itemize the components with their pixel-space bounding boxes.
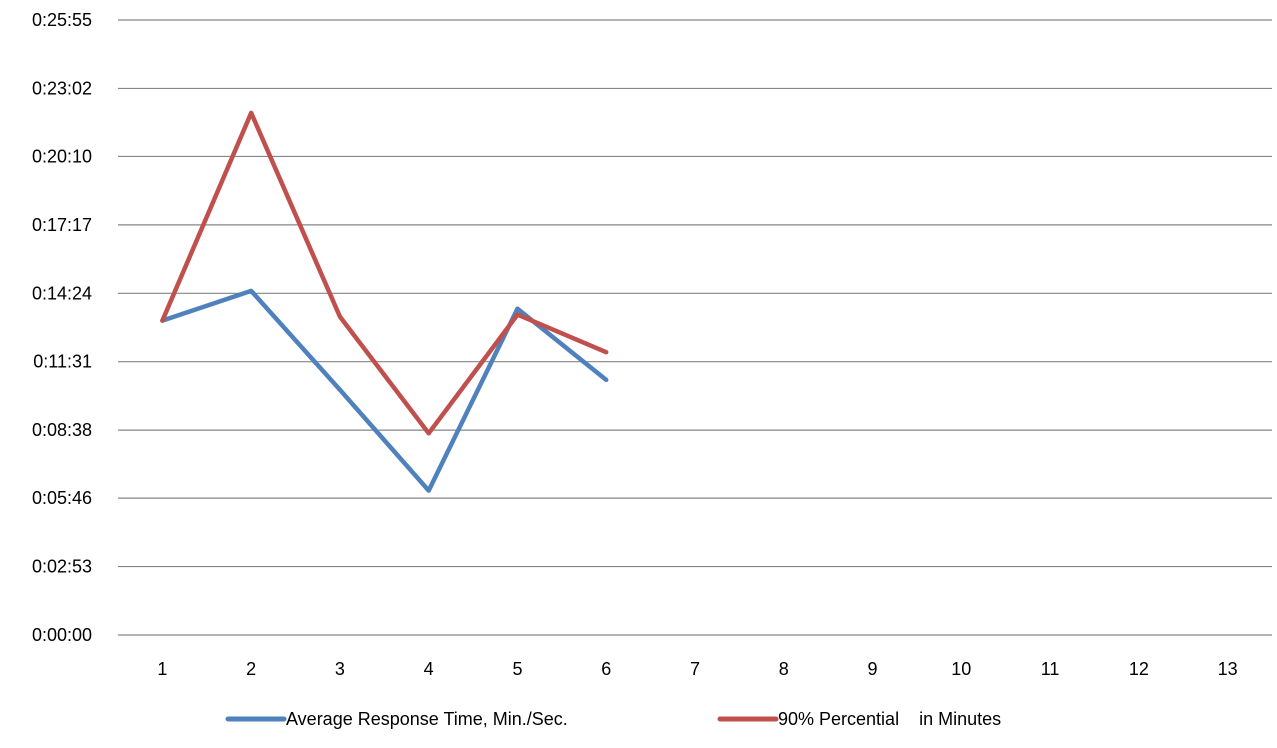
y-tick-label: 0:11:31 bbox=[33, 352, 92, 372]
series-lines bbox=[160, 110, 609, 493]
gridlines bbox=[118, 19, 1272, 636]
x-tick-label: 12 bbox=[1129, 659, 1149, 679]
series-line bbox=[160, 110, 609, 436]
x-tick-label: 10 bbox=[951, 659, 971, 679]
x-tick-label: 4 bbox=[424, 659, 434, 679]
x-tick-label: 8 bbox=[779, 659, 789, 679]
x-tick-label: 2 bbox=[246, 659, 256, 679]
x-tick-label: 3 bbox=[335, 659, 345, 679]
x-tick-label: 5 bbox=[512, 659, 522, 679]
x-tick-label: 11 bbox=[1041, 659, 1060, 679]
y-axis-tick-labels: 0:00:00 0:02:53 0:05:46 0:08:38 0:11:31 0:14:… bbox=[32, 10, 92, 645]
y-tick-label: 0:02:53 bbox=[32, 557, 92, 577]
y-tick-label: 0:05:46 bbox=[32, 488, 92, 508]
legend-label: Average Response Time, Min./Sec. bbox=[286, 709, 568, 729]
y-tick-label: 0:23:02 bbox=[32, 78, 92, 98]
x-tick-label: 1 bbox=[157, 659, 167, 679]
y-tick-label: 0:08:38 bbox=[32, 420, 92, 440]
y-tick-label: 0:00:00 bbox=[32, 625, 92, 645]
y-tick-label: 0:25:55 bbox=[32, 10, 92, 30]
x-tick-label: 6 bbox=[601, 659, 611, 679]
series-line bbox=[160, 288, 609, 493]
x-tick-label: 13 bbox=[1218, 659, 1238, 679]
y-tick-label: 0:14:24 bbox=[32, 283, 92, 303]
y-tick-label: 0:20:10 bbox=[32, 146, 92, 166]
x-axis-tick-labels: 1 2 3 4 5 6 7 8 9 10 11 12 13 bbox=[157, 659, 1237, 679]
x-tick-label: 7 bbox=[690, 659, 700, 679]
y-tick-label: 0:17:17 bbox=[32, 215, 92, 235]
legend: Average Response Time, Min./Sec. 90% Perc… bbox=[225, 709, 1001, 729]
legend-label: 90% Percential in Minutes bbox=[778, 709, 1001, 729]
x-tick-label: 9 bbox=[868, 659, 878, 679]
